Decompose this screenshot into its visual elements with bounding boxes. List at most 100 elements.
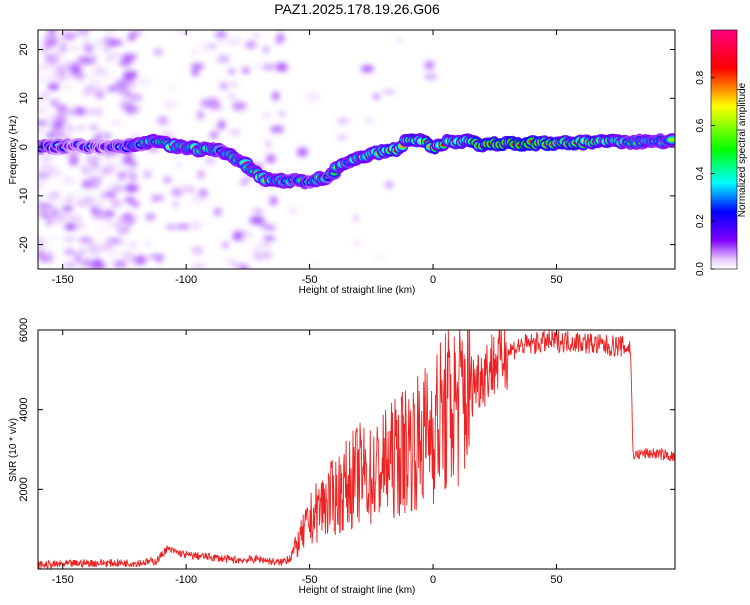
- spectrogram-frame: [37, 29, 676, 270]
- spectrogram-noise-blob: [88, 182, 101, 188]
- spectrogram-x-tick-label: 50: [550, 274, 562, 286]
- spectrogram-noise-blob: [64, 222, 77, 231]
- spectrogram-x-tick-label: 0: [430, 274, 436, 286]
- spectrogram-noise-blob: [45, 217, 53, 227]
- spectrogram-noise-blob: [117, 230, 128, 235]
- spectrogram-noise-blob: [111, 185, 124, 193]
- spectrogram-noise-blob: [75, 223, 86, 228]
- spectrogram-noise-blob: [38, 199, 43, 206]
- spectrogram-noise-blob: [64, 196, 75, 204]
- colorbar: 0.0 0.2 0.4 0.6 0.8 Normalized spectral ampl…: [695, 29, 748, 276]
- spectrogram-noise-blob: [99, 169, 113, 174]
- spectrogram-noise-blob: [107, 183, 113, 192]
- spectrogram-noise-blob: [69, 215, 83, 221]
- spectrogram-noise-blob: [53, 170, 63, 177]
- spectrogram-noise-blob: [180, 185, 194, 192]
- spectrogram-noise-blob: [374, 256, 387, 261]
- figure-title: PAZ1.2025.178.19.26.G06: [274, 1, 440, 17]
- spectrogram-noise-blob: [38, 92, 46, 98]
- spectrogram-noise-blob: [231, 101, 247, 111]
- spectrogram-noise-blob: [206, 44, 218, 48]
- spectrogram-noise-blob: [216, 38, 230, 45]
- snr-x-axis-label: Height of straight line (km): [299, 585, 416, 596]
- spectrogram-noise-blob: [41, 167, 50, 176]
- spectrogram-noise-blob: [113, 260, 128, 268]
- spectrogram-noise-blob: [76, 30, 90, 35]
- spectrogram-noise-blob: [52, 48, 65, 58]
- spectrogram-noise-blob: [107, 218, 113, 228]
- spectrogram-noise-blob: [227, 37, 242, 46]
- spectrogram-noise-blob: [130, 201, 140, 208]
- snr-series-line: [38, 330, 675, 569]
- spectrogram-noise-blob: [95, 131, 104, 136]
- spectrogram-noise-blob: [175, 223, 191, 230]
- spectrogram-noise-blob: [172, 202, 179, 207]
- snr-x-tick-label: -100: [175, 574, 197, 586]
- spectrogram-noise-blob: [96, 227, 106, 233]
- spectrogram-noise-blob: [228, 69, 235, 75]
- spectrogram-noise-blob: [424, 74, 438, 80]
- spectrogram-noise-blob: [130, 107, 139, 113]
- spectrogram-noise-blob: [54, 201, 67, 206]
- spectrogram-noise-blob: [90, 247, 106, 252]
- spectrogram-noise-blob: [260, 222, 270, 230]
- spectrogram-x-tick-label: -150: [52, 274, 74, 286]
- spectrogram-noise-blob: [82, 196, 96, 205]
- spectrogram-noise-blob: [97, 69, 109, 74]
- spectrogram-noise-blob: [200, 100, 206, 107]
- spectrogram-noise-blob: [173, 188, 182, 198]
- spectrogram-noise-blob: [111, 53, 124, 58]
- spectrogram-noise-blob: [198, 42, 209, 52]
- spectrogram-noise-blob: [38, 181, 46, 191]
- spectrogram-noise-blob: [150, 194, 160, 203]
- spectrogram-noise-blob: [83, 43, 95, 53]
- spectrogram-noise-blob: [129, 172, 137, 182]
- spectrogram-noise-blob: [191, 246, 204, 255]
- spectrogram-noise-blob: [125, 170, 133, 176]
- spectrogram-noise-blob: [275, 40, 284, 44]
- spectrogram-noise-blob: [107, 180, 118, 185]
- spectrogram-noise-blob: [48, 205, 56, 211]
- spectrogram-noise-blob: [61, 32, 77, 41]
- snr-x-tick-label: 0: [430, 574, 436, 586]
- spectrogram-noise-blob: [197, 170, 205, 180]
- spectrogram-noise-blob: [91, 107, 104, 116]
- spectrogram-noise-blob: [103, 133, 112, 139]
- spectrogram-noise-blob: [38, 120, 49, 126]
- spectrogram-noise-blob: [128, 33, 135, 42]
- spectrogram-noise-blob: [43, 38, 56, 48]
- spectrogram-noise-blob: [227, 129, 235, 136]
- spectrogram-noise-blob: [198, 189, 208, 198]
- spectrogram-noise-blob: [289, 208, 298, 213]
- spectrogram-noise-blob: [63, 237, 76, 242]
- spectrogram-noise-blob: [163, 86, 178, 91]
- spectrogram-noise-blob: [87, 165, 98, 176]
- spectrogram-noise-blob: [110, 201, 123, 207]
- spectrogram-noise-blob: [49, 98, 61, 108]
- spectrogram-noise-blob: [63, 250, 77, 255]
- spectrogram-noise-blob: [118, 60, 131, 66]
- spectrogram-noise-blob: [209, 104, 223, 110]
- spectrogram-noise-blob: [259, 252, 268, 256]
- spectrogram-noise-blob: [205, 97, 220, 106]
- spectrogram-noise-blob: [38, 127, 44, 134]
- spectrogram-noise-blob: [83, 37, 89, 43]
- spectrogram-noise-blob: [104, 153, 116, 158]
- spectrogram-noise-blob: [62, 82, 73, 92]
- spectrogram-noise-blob: [336, 118, 350, 124]
- spectrogram-y-tick-label: 20: [18, 43, 30, 55]
- spectrogram-noise-blob: [110, 120, 124, 126]
- spectrogram-noise-blob: [112, 220, 127, 230]
- spectrogram-noise-blob: [108, 257, 118, 262]
- spectrogram-noise-blob: [109, 250, 121, 257]
- spectrogram-noise-blob: [396, 36, 402, 46]
- spectrogram-noise-blob: [310, 263, 320, 269]
- spectrogram-noise-blob: [263, 236, 276, 241]
- spectrogram-noise-blob: [38, 95, 45, 103]
- spectrogram-noise-blob: [252, 248, 261, 254]
- spectrogram-noise-blob: [119, 99, 129, 110]
- spectrogram-x-tick-label: -50: [302, 274, 318, 286]
- spectrogram-noise-blob: [215, 31, 227, 39]
- spectrogram-noise-blob: [105, 30, 116, 34]
